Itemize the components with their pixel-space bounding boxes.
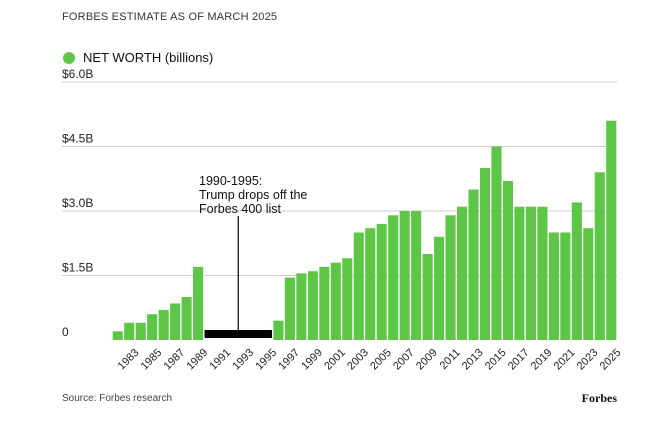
legend-swatch <box>63 52 75 64</box>
x-tick-label: 2011 <box>438 347 463 372</box>
bar-2010 <box>434 236 445 340</box>
x-tick-label: 1985 <box>139 347 165 373</box>
off-list-bar <box>204 330 272 338</box>
annotation-line-3: Forbes 400 list <box>199 202 282 216</box>
x-tick-label: 2015 <box>483 347 509 373</box>
bar-1982 <box>112 331 123 340</box>
y-tick-label: $4.5B <box>62 132 93 146</box>
bar-2011 <box>445 215 456 340</box>
x-tick-label: 2003 <box>345 347 371 373</box>
bar-2006 <box>388 215 399 340</box>
annotation-line-2: Trump drops off the <box>199 188 307 202</box>
y-tick-label: $1.5B <box>62 261 93 275</box>
bar-2012 <box>457 206 468 340</box>
bar-2007 <box>399 211 410 340</box>
bar-2017 <box>514 206 525 340</box>
bar-1996 <box>273 320 284 340</box>
source-note: Source: Forbes research <box>62 393 172 404</box>
chart-supertitle: FORBES ESTIMATE AS OF MARCH 2025 <box>62 11 277 23</box>
bar-1986 <box>158 309 169 340</box>
forbes-brand-logo: Forbes <box>582 391 618 405</box>
x-tick-label: 1991 <box>207 347 233 373</box>
bar-2014 <box>479 168 491 340</box>
x-tick-label: 2001 <box>322 347 348 373</box>
x-tick-label: 1989 <box>184 347 210 373</box>
x-tick-label: 2007 <box>391 347 417 373</box>
bar-1984 <box>135 322 146 340</box>
off-list-marker <box>204 330 272 338</box>
bar-2021 <box>560 232 571 340</box>
bar-2013 <box>468 189 479 340</box>
legend-label: NET WORTH (billions) <box>83 50 213 65</box>
bar-2004 <box>365 228 376 340</box>
bar-2003 <box>353 232 364 340</box>
bar-2008 <box>411 211 422 340</box>
x-tick-label: 2017 <box>506 347 532 373</box>
x-tick-label: 2021 <box>552 347 578 373</box>
x-tick-label: 1987 <box>162 347 188 373</box>
bar-1997 <box>284 277 295 340</box>
bar-1999 <box>307 271 318 340</box>
bar-2002 <box>342 258 353 340</box>
x-axis-tick-labels: 1983198519871989199119931995199719992001… <box>116 347 624 373</box>
bar-2001 <box>330 262 341 340</box>
bar-1989 <box>193 266 204 340</box>
x-tick-label: 1993 <box>230 347 256 373</box>
x-tick-label: 2023 <box>575 347 601 373</box>
bar-2023 <box>583 228 594 340</box>
x-tick-label: 2025 <box>598 347 624 373</box>
x-tick-label: 1997 <box>276 347 302 373</box>
bar-2009 <box>422 254 433 340</box>
x-tick-label: 1999 <box>299 347 325 373</box>
x-tick-label: 2019 <box>529 347 555 373</box>
bar-2022 <box>571 202 582 340</box>
x-tick-label: 2009 <box>414 347 440 373</box>
bar-2005 <box>376 223 387 340</box>
x-tick-label: 1995 <box>253 347 279 373</box>
bar-series <box>112 120 617 340</box>
bar-1988 <box>181 297 192 340</box>
bar-2000 <box>319 266 330 340</box>
x-tick-label: 2013 <box>460 347 486 373</box>
bar-2019 <box>537 206 548 340</box>
bar-2024 <box>594 172 605 340</box>
y-axis-tick-labels: 0 $1.5B $3.0B $4.5B $6.0B <box>62 67 93 339</box>
bar-2020 <box>548 232 559 340</box>
y-tick-label: $6.0B <box>62 67 93 81</box>
bar-2016 <box>502 180 514 340</box>
annotation-line-1: 1990-1995: <box>199 174 262 188</box>
bar-2025 <box>606 120 617 340</box>
bar-1987 <box>170 303 181 340</box>
bar-2015 <box>491 146 502 340</box>
y-tick-label: $3.0B <box>62 196 93 210</box>
x-tick-label: 2005 <box>368 347 394 373</box>
bar-1998 <box>296 273 307 340</box>
bar-1985 <box>147 314 158 340</box>
x-tick-label: 1983 <box>116 347 142 373</box>
bar-2018 <box>525 206 536 340</box>
bar-1983 <box>124 322 135 340</box>
y-tick-label: 0 <box>62 325 69 339</box>
